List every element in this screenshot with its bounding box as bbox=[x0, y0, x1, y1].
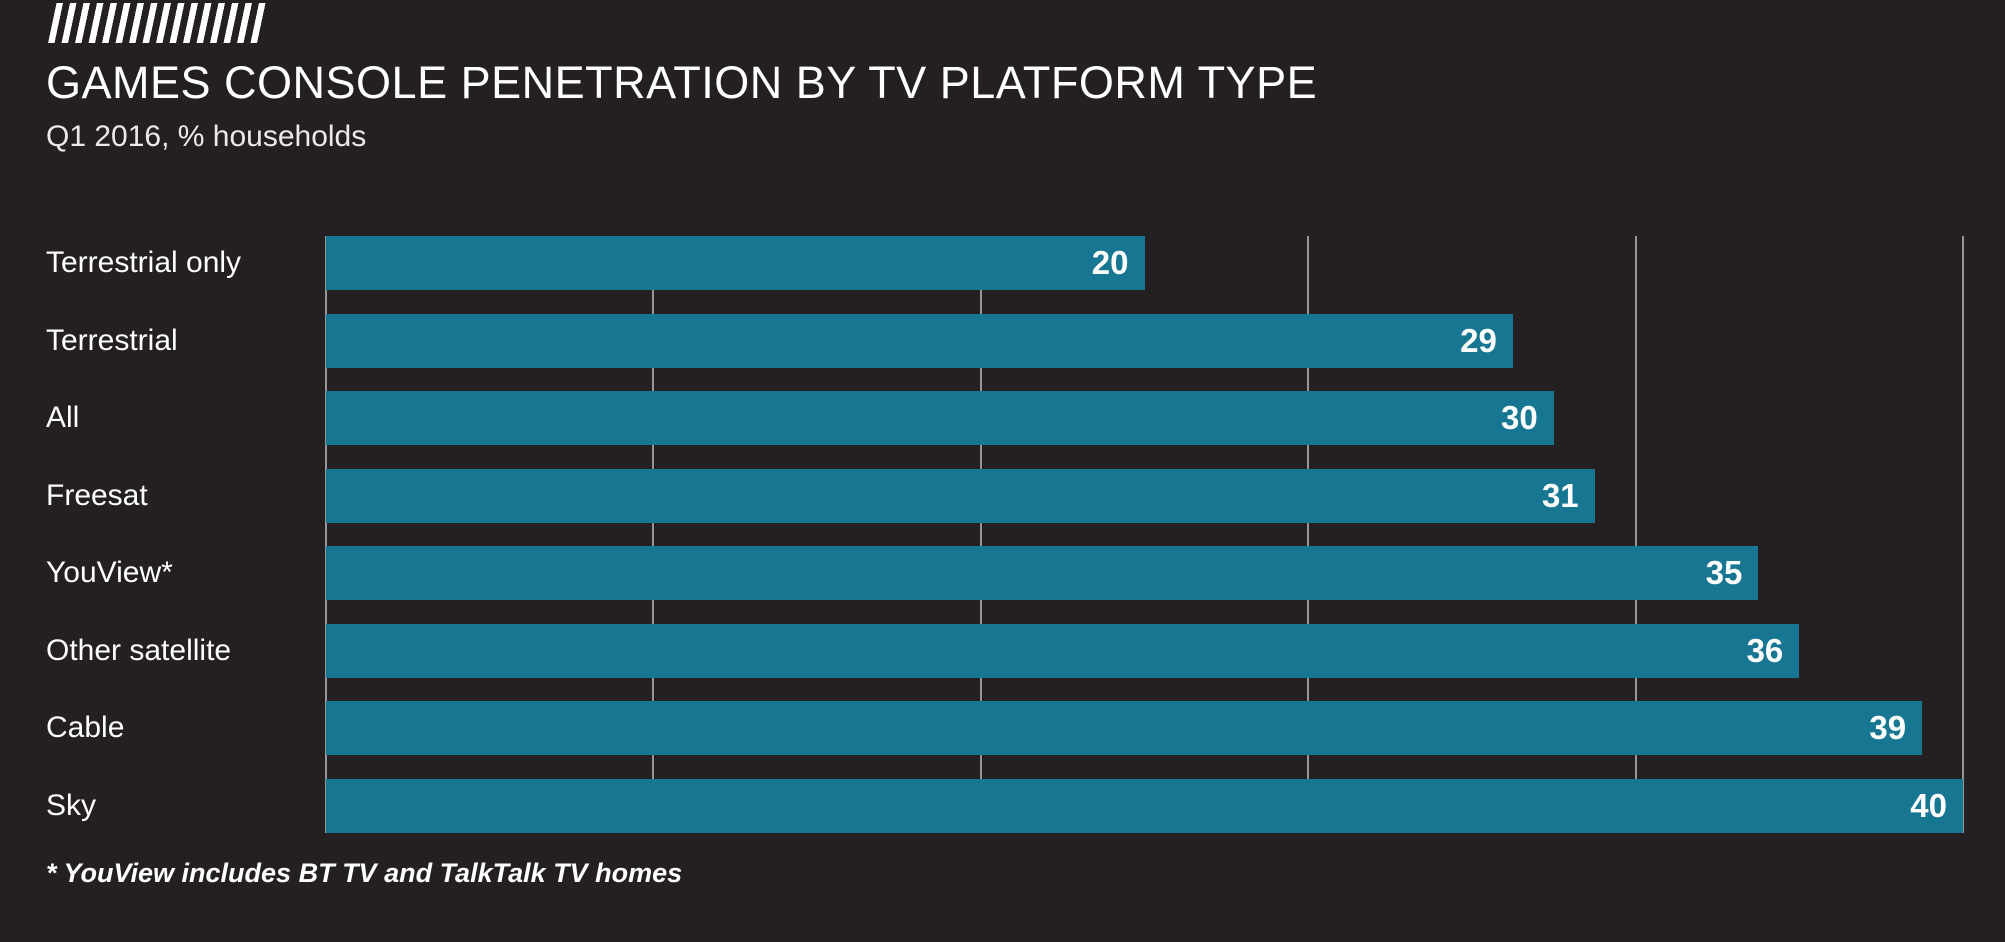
chart-footnote: * YouView includes BT TV and TalkTalk TV… bbox=[46, 858, 683, 888]
bar-track: 35 bbox=[326, 546, 1963, 601]
bar-value-label: 36 bbox=[1746, 631, 1784, 669]
chart-rows: Terrestrial only 20 Terrestrial 29 All 3… bbox=[0, 236, 2005, 833]
category-label: All bbox=[46, 401, 80, 435]
gridline bbox=[979, 236, 982, 833]
bar-track: 36 bbox=[326, 623, 1963, 678]
chart-title: GAMES CONSOLE PENETRATION BY TV PLATFORM… bbox=[46, 57, 1318, 108]
bar-value-label: 39 bbox=[1869, 709, 1907, 747]
bar: 20 bbox=[326, 236, 1145, 290]
gridline bbox=[652, 236, 655, 833]
category-label: Sky bbox=[46, 788, 97, 822]
chart-row: Other satellite 36 bbox=[0, 623, 2005, 678]
chart-row: Freesat 31 bbox=[0, 468, 2005, 523]
diagonal-hatch-logo-icon bbox=[48, 3, 267, 43]
gridline bbox=[325, 236, 327, 833]
bar-track: 31 bbox=[326, 468, 1963, 523]
category-label: Freesat bbox=[46, 478, 148, 512]
bar-value-label: 31 bbox=[1541, 476, 1579, 514]
category-label: Other satellite bbox=[46, 633, 232, 667]
chart-row: Terrestrial 29 bbox=[0, 313, 2005, 368]
chart-row: All 30 bbox=[0, 391, 2005, 446]
bar-value-label: 20 bbox=[1091, 244, 1129, 281]
category-label: Terrestrial only bbox=[46, 246, 242, 279]
gridline bbox=[1962, 236, 1964, 833]
category-label: Cable bbox=[46, 711, 125, 745]
bar: 29 bbox=[326, 313, 1513, 368]
category-label: Terrestrial bbox=[46, 323, 178, 357]
gridline bbox=[1634, 236, 1637, 833]
chart-row: YouView* 35 bbox=[0, 546, 2005, 601]
bar-track: 29 bbox=[326, 313, 1963, 368]
bar: 36 bbox=[326, 623, 1800, 678]
bar-value-label: 30 bbox=[1501, 399, 1538, 437]
bar-track: 40 bbox=[326, 778, 1963, 833]
bar-track: 20 bbox=[326, 236, 1963, 290]
bar-value-label: 29 bbox=[1460, 321, 1497, 359]
gridlines bbox=[325, 236, 1964, 833]
chart-subtitle: Q1 2016, % households bbox=[46, 120, 367, 153]
bar: 35 bbox=[326, 546, 1759, 601]
bar-track: 39 bbox=[326, 701, 1963, 756]
bar: 30 bbox=[326, 391, 1554, 446]
bar-chart: Terrestrial only 20 Terrestrial 29 All 3… bbox=[0, 236, 2005, 833]
chart-row: Cable 39 bbox=[0, 701, 2005, 756]
bar: 39 bbox=[326, 701, 1923, 756]
bar-value-label: 40 bbox=[1910, 786, 1947, 824]
bar-track: 30 bbox=[326, 391, 1963, 446]
chart-row: Terrestrial only 20 bbox=[0, 236, 2005, 290]
chart-row: Sky 40 bbox=[0, 778, 2005, 833]
bar-value-label: 35 bbox=[1705, 554, 1743, 592]
category-label: YouView* bbox=[46, 556, 173, 590]
gridline bbox=[1307, 236, 1310, 833]
bar: 40 bbox=[326, 778, 1963, 833]
bar: 31 bbox=[326, 468, 1595, 523]
